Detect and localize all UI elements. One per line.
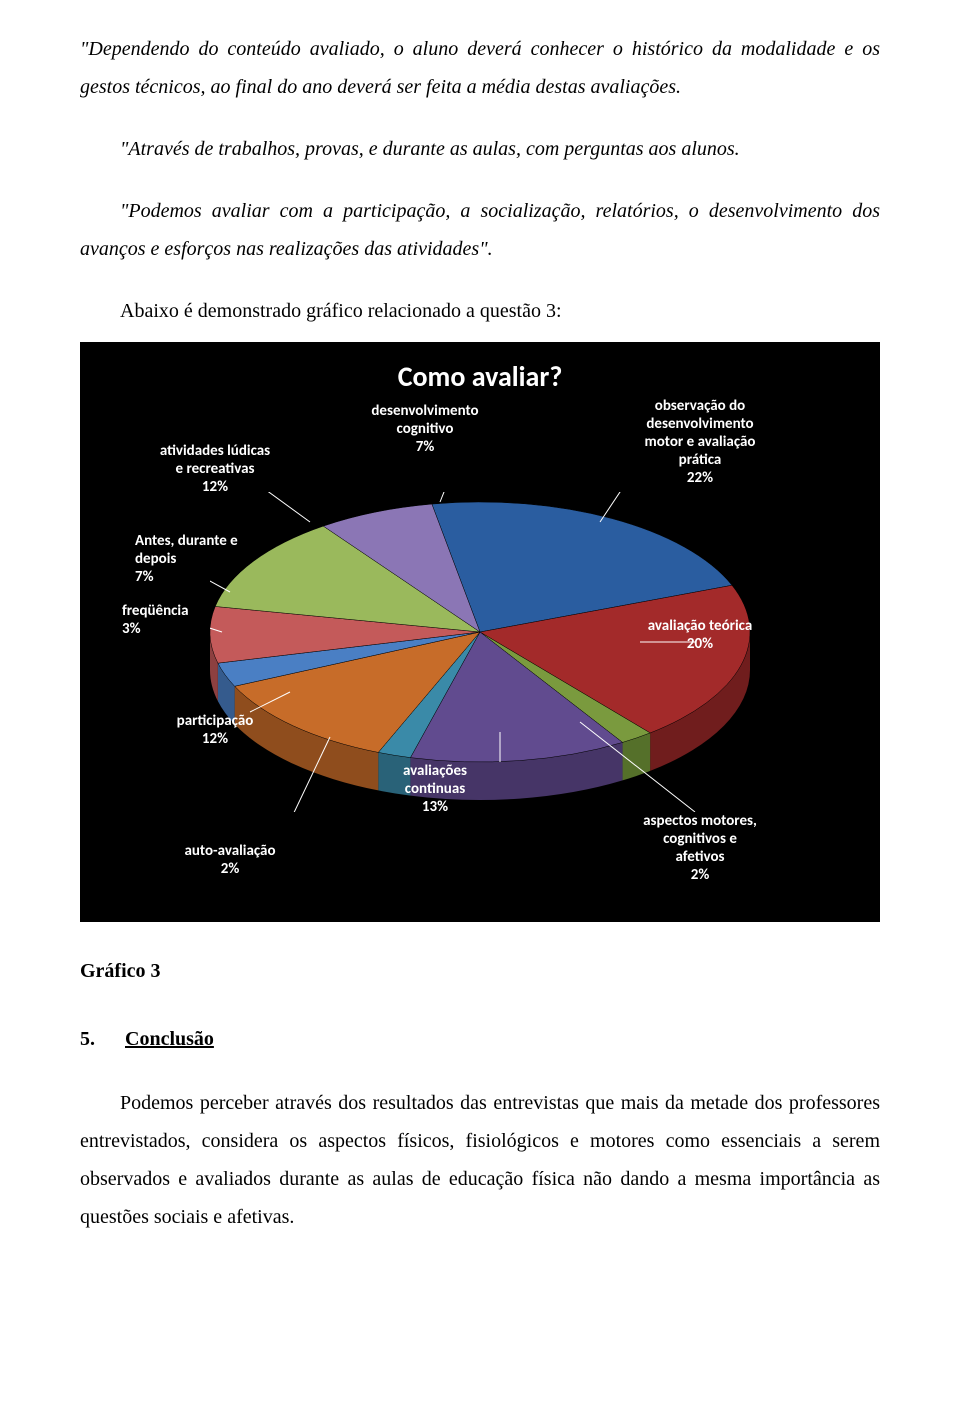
pie-label: aspectos motores, cognitivos e afetivos … (643, 812, 757, 884)
leader-line (255, 492, 310, 522)
quote-3: "Podemos avaliar com a participação, a s… (80, 192, 880, 268)
pie-label: avaliações continuas 13% (403, 762, 467, 816)
leader-line (440, 492, 460, 502)
quote-2: "Através de trabalhos, provas, e durante… (80, 130, 880, 168)
pie-label: desenvolvimento cognitivo 7% (371, 402, 478, 456)
chart-title: Como avaliar? (80, 350, 880, 403)
quote-1: "Dependendo do conteúdo avaliado, o alun… (80, 30, 880, 106)
chart-caption: Gráfico 3 (80, 952, 880, 990)
section-heading: 5. Conclusão (80, 1020, 880, 1058)
pie-label: participação 12% (177, 712, 254, 748)
section-title: Conclusão (125, 1028, 214, 1050)
pie-label: freqüência 3% (122, 602, 189, 638)
pie-label: atividades lúdicas e recreativas 12% (160, 442, 270, 496)
pie-label: Antes, durante e depois 7% (135, 532, 238, 586)
conclusion-paragraph: Podemos perceber através dos resultados … (80, 1084, 880, 1236)
chart-lead-text: Abaixo é demonstrado gráfico relacionado… (80, 292, 880, 330)
pie-label: avaliação teórica 20% (648, 617, 753, 653)
pie-label: auto-avaliação 2% (184, 842, 275, 878)
pie-chart: Como avaliar? observação do desenvolvime… (80, 342, 880, 922)
pie-label: observação do desenvolvimento motor e av… (645, 397, 756, 487)
section-number: 5. (80, 1020, 120, 1058)
